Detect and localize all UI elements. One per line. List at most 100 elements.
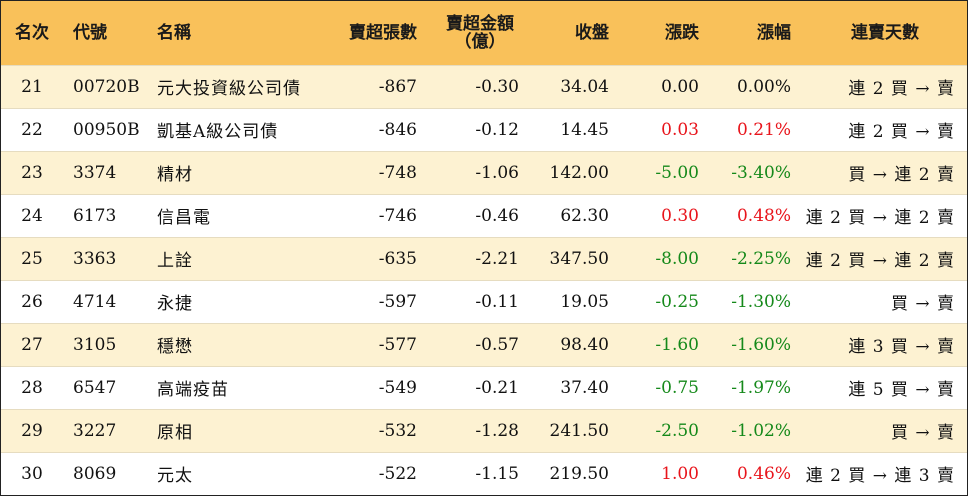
rank-cell: 27 <box>21 334 43 355</box>
streak-cell: 連 5 買 → 賣 <box>848 380 955 400</box>
change-cell: -2.50 <box>655 420 699 441</box>
change-pct-cell: -1.60% <box>731 334 791 355</box>
streak-cell: 連 2 買 → 賣 <box>848 79 955 99</box>
sell-amount-cell: -1.15 <box>475 463 519 484</box>
sell-lots-cell: -549 <box>378 377 417 398</box>
sell-lots-cell: -748 <box>378 162 417 183</box>
change-pct-cell: -1.97% <box>731 377 791 398</box>
streak-cell: 買 → 賣 <box>890 423 955 443</box>
sell-amount-cell: -1.06 <box>475 162 519 183</box>
change-cell: 0.00 <box>661 76 699 97</box>
change-pct-cell: 0.46% <box>736 463 791 484</box>
name-cell[interactable]: 穩懋 <box>157 337 193 357</box>
streak-cell: 連 2 買 → 連 2 賣 <box>805 251 955 271</box>
header-streak[interactable]: 連賣天數 <box>851 22 919 43</box>
change-pct-cell: -3.40% <box>731 162 791 183</box>
sell-lots-cell: -522 <box>378 463 417 484</box>
name-cell[interactable]: 精材 <box>157 165 193 185</box>
change-pct-cell: -1.02% <box>731 420 791 441</box>
change-cell: -0.25 <box>655 291 699 312</box>
table-row[interactable]: 29 3227 原相 -532 -1.28 241.50 -2.50 -1.02… <box>1 409 967 452</box>
name-cell[interactable]: 高端疫苗 <box>157 380 229 400</box>
name-cell[interactable]: 原相 <box>157 423 193 443</box>
table-row[interactable]: 26 4714 永捷 -597 -0.11 19.05 -0.25 -1.30%… <box>1 280 967 323</box>
streak-cell: 連 2 買 → 連 2 賣 <box>805 208 955 228</box>
code-cell: 3227 <box>73 420 117 441</box>
name-cell[interactable]: 凱基A級公司債 <box>157 122 279 142</box>
sell-lots-cell: -577 <box>378 334 417 355</box>
close-cell: 37.40 <box>560 377 609 398</box>
change-cell: 0.30 <box>661 205 699 226</box>
header-close[interactable]: 收盤 <box>575 22 609 43</box>
change-pct-cell: -2.25% <box>731 248 791 269</box>
name-cell[interactable]: 上詮 <box>157 251 193 271</box>
table-row[interactable]: 22 00950B 凱基A級公司債 -846 -0.12 14.45 0.03 … <box>1 108 967 151</box>
sell-lots-cell: -532 <box>378 420 417 441</box>
rank-cell: 25 <box>21 248 43 269</box>
close-cell: 62.30 <box>560 205 609 226</box>
header-sell-amount-unit: （億） <box>454 31 506 52</box>
sell-amount-cell: -0.11 <box>475 291 519 312</box>
change-cell: -5.00 <box>655 162 699 183</box>
header-change[interactable]: 漲跌 <box>665 22 699 43</box>
rank-cell: 26 <box>21 291 43 312</box>
header-change-pct[interactable]: 漲幅 <box>757 22 791 43</box>
table-row[interactable]: 24 6173 信昌電 -746 -0.46 62.30 0.30 0.48% … <box>1 194 967 237</box>
sell-amount-cell: -0.12 <box>475 119 519 140</box>
streak-cell: 連 2 買 → 賣 <box>848 122 955 142</box>
table-row[interactable]: 23 3374 精材 -748 -1.06 142.00 -5.00 -3.40… <box>1 151 967 194</box>
streak-cell: 買 → 連 2 賣 <box>848 165 955 185</box>
change-cell: 0.03 <box>661 119 699 140</box>
sell-amount-cell: -0.46 <box>475 205 519 226</box>
change-pct-cell: -1.30% <box>731 291 791 312</box>
table-row[interactable]: 21 00720B 元大投資級公司債 -867 -0.30 34.04 0.00… <box>1 65 967 108</box>
header-code[interactable]: 代號 <box>73 22 107 43</box>
rank-cell: 22 <box>21 119 43 140</box>
code-cell: 8069 <box>73 463 117 484</box>
close-cell: 14.45 <box>560 119 609 140</box>
rank-cell: 29 <box>21 420 43 441</box>
sell-lots-cell: -867 <box>378 76 417 97</box>
change-pct-cell: 0.00% <box>736 76 791 97</box>
name-cell[interactable]: 永捷 <box>157 294 193 314</box>
code-cell: 6547 <box>73 377 117 398</box>
close-cell: 347.50 <box>549 248 609 269</box>
close-cell: 34.04 <box>560 76 609 97</box>
table-row[interactable]: 25 3363 上詮 -635 -2.21 347.50 -8.00 -2.25… <box>1 237 967 280</box>
header-sell-lots[interactable]: 賣超張數 <box>349 22 417 43</box>
code-cell: 00950B <box>73 119 140 140</box>
change-pct-cell: 0.48% <box>736 205 791 226</box>
streak-cell: 買 → 賣 <box>890 294 955 314</box>
code-cell: 6173 <box>73 205 117 226</box>
close-cell: 19.05 <box>560 291 609 312</box>
rank-cell: 30 <box>21 463 43 484</box>
header-sell-amount[interactable]: 賣超金額 （億） <box>429 1 531 65</box>
code-cell: 4714 <box>73 291 117 312</box>
close-cell: 142.00 <box>549 162 609 183</box>
change-cell: 1.00 <box>661 463 699 484</box>
rank-cell: 21 <box>21 76 43 97</box>
sell-lots-cell: -635 <box>378 248 417 269</box>
table-row[interactable]: 27 3105 穩懋 -577 -0.57 98.40 -1.60 -1.60%… <box>1 323 967 366</box>
sell-amount-cell: -0.57 <box>475 334 519 355</box>
close-cell: 98.40 <box>560 334 609 355</box>
sell-amount-cell: -2.21 <box>475 248 519 269</box>
name-cell[interactable]: 元太 <box>157 466 193 487</box>
sell-amount-cell: -0.21 <box>475 377 519 398</box>
change-cell: -8.00 <box>655 248 699 269</box>
table-row[interactable]: 28 6547 高端疫苗 -549 -0.21 37.40 -0.75 -1.9… <box>1 366 967 409</box>
table-header-row: 名次 代號 名稱 賣超張數 賣超金額 （億） 收盤 漲跌 漲幅 連賣天數 <box>1 1 967 65</box>
header-rank[interactable]: 名次 <box>15 22 49 43</box>
sell-lots-cell: -597 <box>378 291 417 312</box>
header-name[interactable]: 名稱 <box>157 22 191 43</box>
sell-lots-cell: -846 <box>378 119 417 140</box>
rank-cell: 28 <box>21 377 43 398</box>
name-cell[interactable]: 元大投資級公司債 <box>157 79 301 99</box>
name-cell[interactable]: 信昌電 <box>157 208 211 228</box>
close-cell: 241.50 <box>549 420 609 441</box>
streak-cell: 連 3 買 → 賣 <box>848 337 955 357</box>
sell-lots-cell: -746 <box>378 205 417 226</box>
table-row[interactable]: 30 8069 元太 -522 -1.15 219.50 1.00 0.46% … <box>1 452 967 495</box>
